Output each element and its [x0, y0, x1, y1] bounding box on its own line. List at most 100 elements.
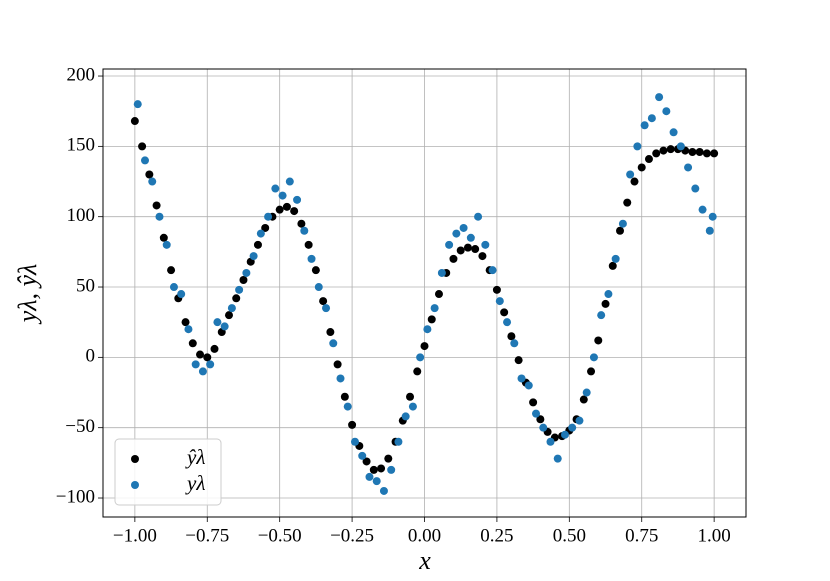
point — [282, 202, 291, 211]
point — [384, 454, 393, 463]
point — [481, 240, 490, 249]
point — [239, 275, 248, 284]
point — [307, 254, 316, 263]
y-axis-label: yλ, ŷλ — [13, 264, 42, 326]
point — [524, 381, 533, 390]
point — [343, 402, 352, 411]
point — [162, 240, 171, 249]
point — [507, 332, 516, 341]
point — [322, 304, 331, 313]
point — [148, 177, 157, 186]
point — [387, 465, 396, 474]
point — [152, 201, 161, 210]
point — [159, 233, 168, 242]
point — [539, 423, 548, 432]
x-tick-label: 1.00 — [698, 525, 731, 546]
point — [492, 285, 501, 294]
point — [224, 311, 233, 320]
point — [394, 437, 403, 446]
point — [695, 147, 704, 156]
point — [261, 223, 270, 232]
point — [662, 107, 671, 116]
point — [350, 437, 359, 446]
point — [304, 240, 313, 249]
legend-box — [114, 438, 222, 506]
point — [500, 308, 509, 317]
point — [311, 266, 320, 275]
legend-marker — [131, 481, 139, 489]
y-tick-label: −100 — [56, 486, 95, 507]
point — [369, 465, 378, 474]
point — [155, 212, 164, 221]
point — [191, 360, 200, 369]
point — [589, 353, 598, 362]
point — [408, 402, 417, 411]
point — [449, 254, 458, 263]
point — [140, 156, 149, 165]
point — [582, 388, 591, 397]
x-tick-label: −0.50 — [258, 525, 302, 546]
point — [430, 304, 439, 313]
point — [377, 464, 386, 473]
point — [456, 246, 465, 255]
x-tick-label: −0.25 — [330, 525, 374, 546]
point — [553, 454, 562, 463]
point — [514, 356, 523, 365]
point — [459, 223, 468, 232]
y-tick-label: 150 — [67, 135, 96, 156]
point — [568, 423, 577, 432]
point — [177, 290, 186, 299]
point — [130, 117, 139, 126]
point — [611, 254, 620, 263]
legend-marker — [131, 455, 139, 463]
point — [220, 322, 229, 331]
point — [640, 121, 649, 130]
point — [510, 339, 519, 348]
point — [698, 205, 707, 214]
point — [594, 336, 603, 345]
point — [688, 147, 697, 156]
point — [300, 226, 309, 235]
point — [198, 367, 207, 376]
y-tick-label: 100 — [67, 205, 96, 226]
point — [536, 415, 545, 424]
point — [333, 360, 342, 369]
x-tick-label: 0.75 — [625, 525, 658, 546]
point — [659, 146, 668, 155]
point — [676, 142, 685, 151]
point — [362, 457, 371, 466]
point — [319, 297, 328, 306]
point — [213, 318, 222, 327]
point — [340, 392, 349, 401]
point — [235, 285, 244, 294]
point — [206, 360, 215, 369]
x-tick-label: −1.00 — [113, 525, 157, 546]
point — [413, 367, 422, 376]
point — [616, 226, 625, 235]
point — [647, 114, 656, 123]
point — [188, 339, 197, 348]
point — [290, 207, 299, 216]
point — [702, 149, 711, 158]
point — [326, 328, 335, 337]
point — [601, 299, 610, 308]
point — [434, 290, 443, 299]
point — [626, 170, 635, 179]
point — [365, 472, 374, 481]
point — [691, 184, 700, 193]
point — [708, 212, 717, 221]
point — [560, 430, 569, 439]
point — [227, 304, 236, 313]
point — [587, 367, 596, 376]
point — [423, 325, 432, 334]
point — [623, 198, 632, 207]
point — [133, 100, 142, 109]
point — [644, 155, 653, 164]
point — [379, 486, 388, 495]
point — [329, 339, 338, 348]
point — [401, 412, 410, 421]
point — [416, 353, 425, 362]
point — [181, 318, 190, 327]
point — [471, 245, 480, 254]
